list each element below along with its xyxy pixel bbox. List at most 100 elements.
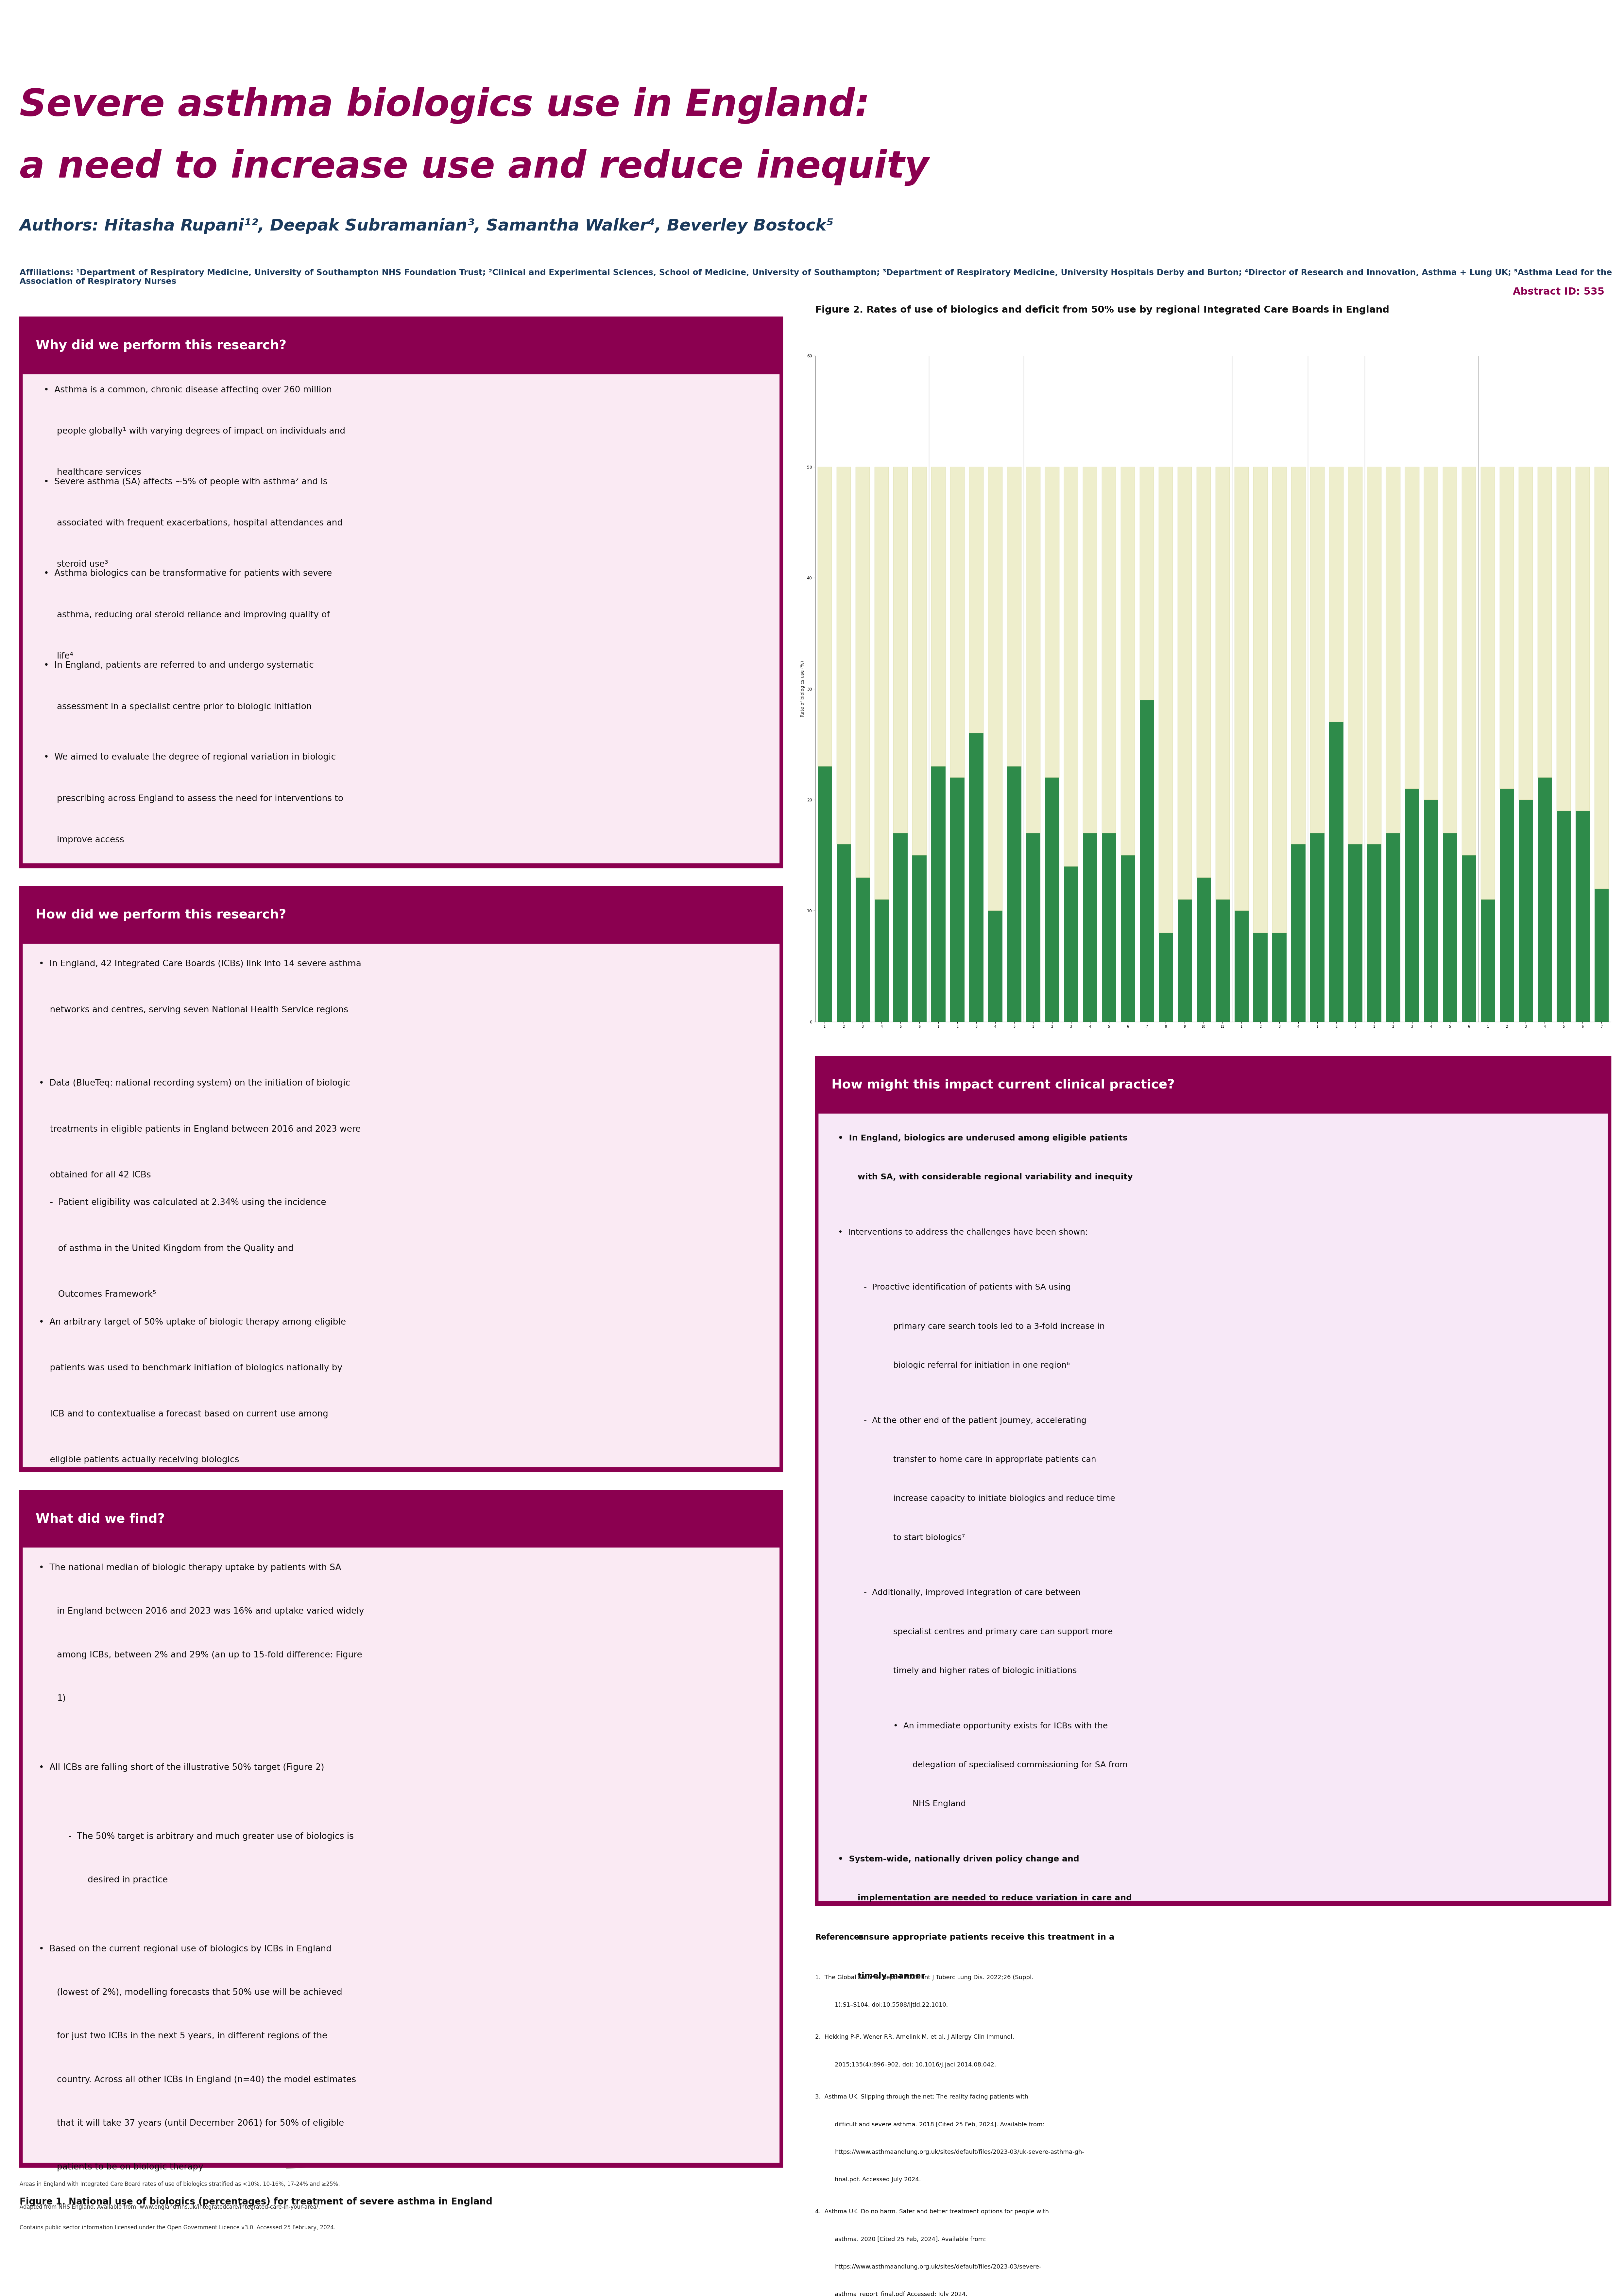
Bar xyxy=(1121,854,1135,1022)
Bar xyxy=(1462,466,1476,854)
Text: South East
ICBs: South East ICBs xyxy=(1413,1120,1431,1130)
Text: 8%: 8% xyxy=(200,2055,205,2057)
Text: with SA, with considerable regional variability and inequity: with SA, with considerable regional vari… xyxy=(857,1173,1132,1180)
Text: Severe asthma biologics use in England:: Severe asthma biologics use in England: xyxy=(19,87,870,124)
Text: of asthma in the United Kingdom from the Quality and: of asthma in the United Kingdom from the… xyxy=(39,1244,294,1254)
Text: Affiliations: ¹Department of Respiratory Medicine, University of Southampton NHS: Affiliations: ¹Department of Respiratory… xyxy=(19,269,1613,285)
Bar xyxy=(1083,466,1098,833)
Bar xyxy=(931,767,945,1022)
Text: (lowest of 2%), modelling forecasts that 50% use will be achieved: (lowest of 2%), modelling forecasts that… xyxy=(57,1988,343,1998)
Bar xyxy=(1044,778,1059,1022)
Bar xyxy=(874,466,888,900)
Text: for just two ICBs in the next 5 years, in different regions of the: for just two ICBs in the next 5 years, i… xyxy=(57,2032,328,2041)
Bar xyxy=(1140,700,1155,1022)
Text: 27%: 27% xyxy=(284,1825,289,1828)
Bar xyxy=(1291,845,1306,1022)
Bar xyxy=(1007,466,1021,767)
Text: steroid use³: steroid use³ xyxy=(57,560,109,569)
Bar xyxy=(1101,833,1116,1022)
Text: How did we perform this research?: How did we perform this research? xyxy=(36,909,286,921)
Bar xyxy=(1272,466,1286,932)
Bar xyxy=(893,466,908,833)
Text: •  We aimed to evaluate the degree of regional variation in biologic: • We aimed to evaluate the degree of reg… xyxy=(44,753,336,762)
Text: timely and higher rates of biologic initiations: timely and higher rates of biologic init… xyxy=(893,1667,1077,1674)
Text: •  The national median of biologic therapy uptake by patients with SA: • The national median of biologic therap… xyxy=(39,1564,341,1573)
Text: Why did we perform this research?: Why did we perform this research? xyxy=(36,340,286,351)
Text: 21%: 21% xyxy=(208,1981,213,1986)
Bar xyxy=(1311,833,1325,1022)
Text: •  Based on the current regional use of biologics by ICBs in England: • Based on the current regional use of b… xyxy=(39,1945,331,1954)
Text: timely manner: timely manner xyxy=(857,1972,924,1979)
Text: 1):S1–S104. doi:10.5588/ijtld.22.1010.: 1):S1–S104. doi:10.5588/ijtld.22.1010. xyxy=(835,2002,948,2009)
Bar xyxy=(1518,799,1533,1022)
Bar xyxy=(950,466,965,778)
Text: ICB and to contextualise a forecast based on current use among: ICB and to contextualise a forecast base… xyxy=(39,1410,328,1419)
Text: asthma. 2020 [Cited 25 Feb, 2024]. Available from:: asthma. 2020 [Cited 25 Feb, 2024]. Avail… xyxy=(835,2236,986,2243)
Bar xyxy=(1101,466,1116,833)
Bar xyxy=(1442,466,1457,833)
Text: •  In England, patients are referred to and undergo systematic: • In England, patients are referred to a… xyxy=(44,661,313,670)
Bar xyxy=(492,1931,539,1979)
Text: Adapted from NHS England. Available from: www.england.nhs.uk/integratedcare/inte: Adapted from NHS England. Available from… xyxy=(19,2204,320,2211)
Text: 13%: 13% xyxy=(284,2034,289,2037)
Text: Contains public sector information licensed under the Open Government Licence v3: Contains public sector information licen… xyxy=(19,2225,336,2232)
Text: eligible patients actually receiving biologics: eligible patients actually receiving bio… xyxy=(39,1456,239,1465)
Text: 11%: 11% xyxy=(474,1942,481,1945)
Bar xyxy=(1158,466,1173,932)
Bar xyxy=(913,854,927,1022)
Text: obtained for all 42 ICBs: obtained for all 42 ICBs xyxy=(39,1171,151,1180)
Bar xyxy=(1556,810,1570,1022)
Text: 3.  Asthma UK. Slipping through the net: The reality facing patients with: 3. Asthma UK. Slipping through the net: … xyxy=(815,2094,1028,2101)
Text: References: References xyxy=(815,1933,864,1940)
Bar xyxy=(856,466,870,877)
Text: desired in practice: desired in practice xyxy=(88,1876,167,1885)
Text: 19%: 19% xyxy=(307,2124,312,2126)
Text: Figure 1. National use of biologics (percentages) for treatment of severe asthma: Figure 1. National use of biologics (per… xyxy=(19,2197,492,2206)
Bar xyxy=(248,1814,440,1896)
Bar xyxy=(1177,900,1192,1022)
Text: assessment in a specialist centre prior to biologic initiation: assessment in a specialist centre prior … xyxy=(57,703,312,712)
Text: 20%: 20% xyxy=(414,2119,419,2122)
Text: 17%: 17% xyxy=(536,2034,541,2037)
Text: Authors: Hitasha Rupani¹², Deepak Subramanian³, Samantha Walker⁴, Beverley Bosto: Authors: Hitasha Rupani¹², Deepak Subram… xyxy=(19,218,833,234)
Text: asthma_report_final.pdf Accessed: July 2024.: asthma_report_final.pdf Accessed: July 2… xyxy=(835,2291,968,2296)
Text: •  An immediate opportunity exists for ICBs with the: • An immediate opportunity exists for IC… xyxy=(893,1722,1108,1729)
Bar xyxy=(1197,877,1212,1022)
Bar xyxy=(1044,466,1059,778)
Bar xyxy=(1385,466,1400,833)
Text: East of England
ICBs: East of England ICBs xyxy=(859,1120,885,1130)
Text: implementation are needed to reduce variation in care and: implementation are needed to reduce vari… xyxy=(857,1894,1132,1901)
Text: -  Proactive identification of patients with SA using: - Proactive identification of patients w… xyxy=(864,1283,1070,1290)
Bar xyxy=(1328,721,1343,1022)
Bar xyxy=(1424,466,1439,799)
Bar xyxy=(1064,866,1078,1022)
Text: healthcare services: healthcare services xyxy=(57,468,141,478)
Text: •  Asthma biologics can be transformative for patients with severe: • Asthma biologics can be transformative… xyxy=(44,569,331,579)
Bar xyxy=(1291,466,1306,845)
Text: •  In England, biologics are underused among eligible patients: • In England, biologics are underused am… xyxy=(838,1134,1127,1141)
Text: Midlands
ICBs: Midlands ICBs xyxy=(1121,1120,1135,1130)
Bar xyxy=(1538,466,1553,778)
Bar xyxy=(492,2004,539,2053)
Text: to start biologics⁷: to start biologics⁷ xyxy=(893,1534,965,1541)
Bar xyxy=(1442,833,1457,1022)
Bar xyxy=(1197,466,1212,877)
Bar xyxy=(1367,845,1382,1022)
Text: country. Across all other ICBs in England (n=40) the model estimates: country. Across all other ICBs in Englan… xyxy=(57,2076,356,2085)
Text: South West
CBs: South West CBs xyxy=(1535,1120,1554,1130)
Bar xyxy=(1215,900,1229,1022)
Bar xyxy=(970,732,984,1022)
Bar xyxy=(1499,466,1514,788)
Text: primary care search tools led to a 3-fold increase in: primary care search tools led to a 3-fol… xyxy=(893,1322,1104,1329)
Bar xyxy=(913,466,927,854)
Text: 16%: 16% xyxy=(383,1933,388,1938)
Text: London
ICBs: London ICBs xyxy=(970,1120,983,1130)
Bar xyxy=(1367,466,1382,845)
Text: a need to increase use and reduce inequity: a need to increase use and reduce inequi… xyxy=(19,149,929,186)
Bar xyxy=(1595,466,1609,889)
Bar xyxy=(1575,810,1590,1022)
Text: How might this impact current clinical practice?: How might this impact current clinical p… xyxy=(831,1079,1174,1091)
Bar xyxy=(492,1786,539,1835)
Bar xyxy=(287,1984,477,2057)
Text: 17%: 17% xyxy=(513,1981,518,1986)
